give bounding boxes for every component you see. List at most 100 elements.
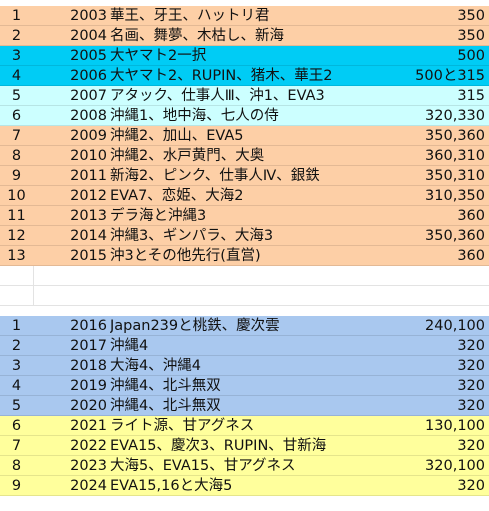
value-cell: 320,330 [425, 108, 485, 124]
row-number: 11 [7, 208, 26, 224]
value-cell: 360,310 [425, 148, 485, 164]
value-cell: 350 [457, 28, 485, 44]
row-number: 13 [7, 248, 26, 264]
description-cell: 沖3とその他先行(直営) [110, 248, 261, 264]
value-cell: 315 [457, 88, 485, 104]
row-number: 10 [7, 188, 26, 204]
year-cell: 2012 [70, 188, 107, 204]
value-cell: 350,360 [425, 228, 485, 244]
table-row[interactable]: 7 2022 EVA15、慶次3、RUPIN、甘新海 320 [0, 436, 489, 456]
description-cell: 新海2、ピンク、仕事人Ⅳ、銀鉄 [110, 168, 320, 184]
year-cell: 2004 [70, 28, 107, 44]
row-number: 7 [11, 128, 22, 144]
row-number: 9 [11, 478, 22, 494]
description-cell: 沖縄4、北斗無双 [110, 378, 221, 394]
row-number: 5 [11, 398, 22, 414]
table-row[interactable]: 5 2007 アタック、仕事人Ⅲ、沖1、EVA3 315 [0, 86, 489, 106]
table-row[interactable]: 4 2019 沖縄4、北斗無双 320 [0, 376, 489, 396]
table-row[interactable]: 3 2018 大海4、沖縄4 320 [0, 356, 489, 376]
table-row[interactable]: 1 2003 華王、牙王、ハットリ君 350 [0, 6, 489, 26]
row-number: 3 [11, 48, 22, 64]
value-cell: 350 [457, 8, 485, 24]
value-cell: 500と315 [415, 68, 485, 84]
row-number: 6 [11, 108, 22, 124]
year-cell: 2008 [70, 108, 107, 124]
table-row[interactable]: 4 2006 大ヤマト2、RUPIN、猪木、華王2 500と315 [0, 66, 489, 86]
year-cell: 2011 [70, 168, 107, 184]
table-row[interactable]: 9 2024 EVA15,16と大海5 320 [0, 476, 489, 496]
year-cell: 2015 [70, 248, 107, 264]
row-number: 12 [7, 228, 26, 244]
table-row[interactable]: 6 2008 沖縄1、地中海、七人の侍 320,330 [0, 106, 489, 126]
row-number: 1 [11, 318, 22, 334]
description-cell: Japan239と桃鉄、慶次雲 [110, 318, 280, 334]
value-cell: 130,100 [425, 418, 485, 434]
value-cell: 500 [457, 48, 485, 64]
table-row[interactable]: 1 2016 Japan239と桃鉄、慶次雲 240,100 [0, 316, 489, 336]
table-row[interactable]: 8 2023 大海5、EVA15、甘アグネス 320,100 [0, 456, 489, 476]
row-number: 2 [11, 338, 22, 354]
year-cell: 2023 [70, 458, 107, 474]
year-cell: 2005 [70, 48, 107, 64]
description-cell: 沖縄2、加山、EVA5 [110, 128, 244, 144]
year-cell: 2010 [70, 148, 107, 164]
table-row[interactable]: 6 2021 ライト源、甘アグネス 130,100 [0, 416, 489, 436]
table-row[interactable]: 8 2010 沖縄2、水戸黄門、大奥 360,310 [0, 146, 489, 166]
row-number: 5 [11, 88, 22, 104]
row-number: 4 [11, 68, 22, 84]
row-number: 9 [11, 168, 22, 184]
table-row[interactable]: 13 2015 沖3とその他先行(直営) 360 [0, 246, 489, 266]
year-cell: 2020 [70, 398, 107, 414]
table-row[interactable]: 12 2014 沖縄3、ギンパラ、大海3 350,360 [0, 226, 489, 246]
description-cell: 大ヤマト2、RUPIN、猪木、華王2 [110, 68, 333, 84]
year-cell: 2022 [70, 438, 107, 454]
year-cell: 2024 [70, 478, 107, 494]
value-cell: 320 [457, 398, 485, 414]
row-number: 6 [11, 418, 22, 434]
value-cell: 360 [457, 248, 485, 264]
description-cell: 沖縄2、水戸黄門、大奥 [110, 148, 265, 164]
description-cell: 沖縄3、ギンパラ、大海3 [110, 228, 274, 244]
table-row[interactable]: 2 2004 名画、舞夢、木枯し、新海 350 [0, 26, 489, 46]
year-cell: 2013 [70, 208, 107, 224]
description-cell: EVA7、恋姫、大海2 [110, 188, 244, 204]
description-cell: EVA15、慶次3、RUPIN、甘新海 [110, 438, 327, 454]
value-cell: 320 [457, 378, 485, 394]
year-cell: 2014 [70, 228, 107, 244]
table-row[interactable]: 10 2012 EVA7、恋姫、大海2 310,350 [0, 186, 489, 206]
description-cell: 沖縄4 [110, 338, 149, 354]
table-row[interactable]: 2 2017 沖縄4 320 [0, 336, 489, 356]
description-cell: 沖縄4、北斗無双 [110, 398, 221, 414]
table-row[interactable]: 7 2009 沖縄2、加山、EVA5 350,360 [0, 126, 489, 146]
description-cell: 大海4、沖縄4 [110, 358, 201, 374]
empty-row[interactable] [0, 266, 489, 286]
row-number: 1 [11, 8, 22, 24]
value-cell: 320 [457, 358, 485, 374]
description-cell: 名画、舞夢、木枯し、新海 [110, 28, 284, 44]
value-cell: 350,360 [425, 128, 485, 144]
table-row[interactable]: 3 2005 大ヤマト2一択 500 [0, 46, 489, 66]
row-number: 2 [11, 28, 22, 44]
empty-row[interactable] [0, 286, 489, 306]
description-cell: 大海5、EVA15、甘アグネス [110, 458, 296, 474]
value-cell: 360 [457, 208, 485, 224]
table-row[interactable]: 9 2011 新海2、ピンク、仕事人Ⅳ、銀鉄 350,310 [0, 166, 489, 186]
year-cell: 2017 [70, 338, 107, 354]
value-cell: 320 [457, 478, 485, 494]
year-cell: 2016 [70, 318, 107, 334]
row-number: 8 [11, 458, 22, 474]
year-cell: 2007 [70, 88, 107, 104]
description-cell: EVA15,16と大海5 [110, 478, 233, 494]
value-cell: 320 [457, 338, 485, 354]
row-number: 8 [11, 148, 22, 164]
description-cell: 華王、牙王、ハットリ君 [110, 8, 270, 24]
row-number: 3 [11, 358, 22, 374]
table-row[interactable]: 5 2020 沖縄4、北斗無双 320 [0, 396, 489, 416]
row-number: 7 [11, 438, 22, 454]
table-row[interactable]: 11 2013 デラ海と沖縄3 360 [0, 206, 489, 226]
year-cell: 2006 [70, 68, 107, 84]
year-cell: 2003 [70, 8, 107, 24]
value-cell: 320,100 [425, 458, 485, 474]
description-cell: アタック、仕事人Ⅲ、沖1、EVA3 [110, 88, 325, 104]
